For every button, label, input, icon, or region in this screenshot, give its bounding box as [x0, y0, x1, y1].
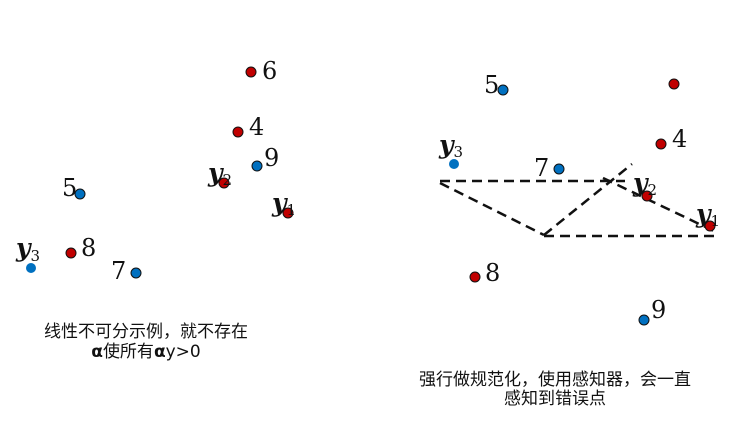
right-label-4: 4 — [672, 125, 687, 153]
right-panel: 5 4 7 8 9 y3 y2 y1 强行做规范化，使用感知器，会一直 感知到错… — [419, 71, 720, 409]
left-label-y2: y2 — [207, 158, 232, 189]
left-y2-letter: y — [207, 158, 224, 187]
left-panel: 6 4 9 5 8 7 y2 y1 y3 线性不可分示例，就不存在 α使所有αy… — [15, 57, 296, 362]
left-caption-line2: α使所有αy>0 — [91, 341, 201, 362]
left-point-6 — [245, 66, 257, 78]
left-y3-letter: y — [15, 233, 32, 262]
left-y3-subscript: 3 — [31, 247, 41, 265]
right-label-y2: y2 — [632, 168, 657, 199]
left-y1-subscript: 1 — [287, 201, 297, 219]
right-point-7 — [553, 163, 565, 175]
right-label-y3: y3 — [438, 130, 463, 161]
left-caption-alpha1: α — [91, 342, 103, 362]
left-point-8 — [65, 247, 77, 259]
right-point-red-top — [668, 78, 680, 90]
right-y1-subscript: 1 — [711, 212, 721, 230]
left-label-5: 5 — [62, 174, 77, 202]
left-y2-subscript: 2 — [223, 171, 233, 189]
left-point-5 — [74, 188, 86, 200]
right-caption-line2: 感知到错误点 — [504, 389, 606, 409]
left-point-y2 — [218, 177, 230, 189]
left-point-4 — [232, 126, 244, 138]
left-label-9: 9 — [264, 144, 279, 172]
right-point-8 — [469, 271, 481, 283]
left-caption-line1: 线性不可分示例，就不存在 — [44, 322, 248, 342]
left-label-7: 7 — [111, 257, 126, 285]
dashed-line-rising — [543, 163, 633, 236]
left-point-9 — [251, 160, 263, 172]
left-caption-alpha2: α — [154, 342, 166, 362]
left-label-8: 8 — [81, 234, 96, 262]
right-label-8: 8 — [485, 259, 500, 287]
right-y1-letter: y — [695, 199, 712, 228]
left-label-6: 6 — [262, 57, 277, 85]
left-point-y3 — [26, 263, 36, 273]
left-y1-letter: y — [271, 188, 288, 217]
dashed-line-right-diagonal — [602, 176, 717, 234]
right-label-y1: y1 — [695, 199, 720, 230]
left-caption-mid: 使所有 — [103, 341, 154, 362]
left-point-7 — [130, 267, 142, 279]
right-point-5 — [497, 84, 509, 96]
right-label-5: 5 — [484, 71, 499, 99]
left-label-y3: y3 — [15, 233, 40, 265]
left-label-y1: y1 — [271, 188, 296, 219]
right-y3-letter: y — [438, 130, 455, 159]
left-caption-end: y>0 — [166, 342, 201, 362]
right-label-7: 7 — [534, 154, 549, 182]
dashed-lines — [439, 163, 717, 238]
right-caption-line1: 强行做规范化，使用感知器，会一直 — [419, 369, 691, 390]
dashed-line-left-diagonal — [439, 181, 545, 237]
right-point-y1 — [704, 220, 716, 232]
right-point-4 — [655, 138, 667, 150]
left-label-4: 4 — [249, 113, 264, 141]
right-point-y3 — [449, 159, 459, 169]
right-y2-letter: y — [632, 168, 649, 197]
right-point-9 — [638, 314, 650, 326]
right-label-9: 9 — [651, 296, 666, 324]
right-y3-subscript: 3 — [454, 143, 464, 161]
right-point-y2 — [641, 190, 653, 202]
left-point-y1 — [282, 207, 294, 219]
right-y2-subscript: 2 — [648, 181, 658, 199]
